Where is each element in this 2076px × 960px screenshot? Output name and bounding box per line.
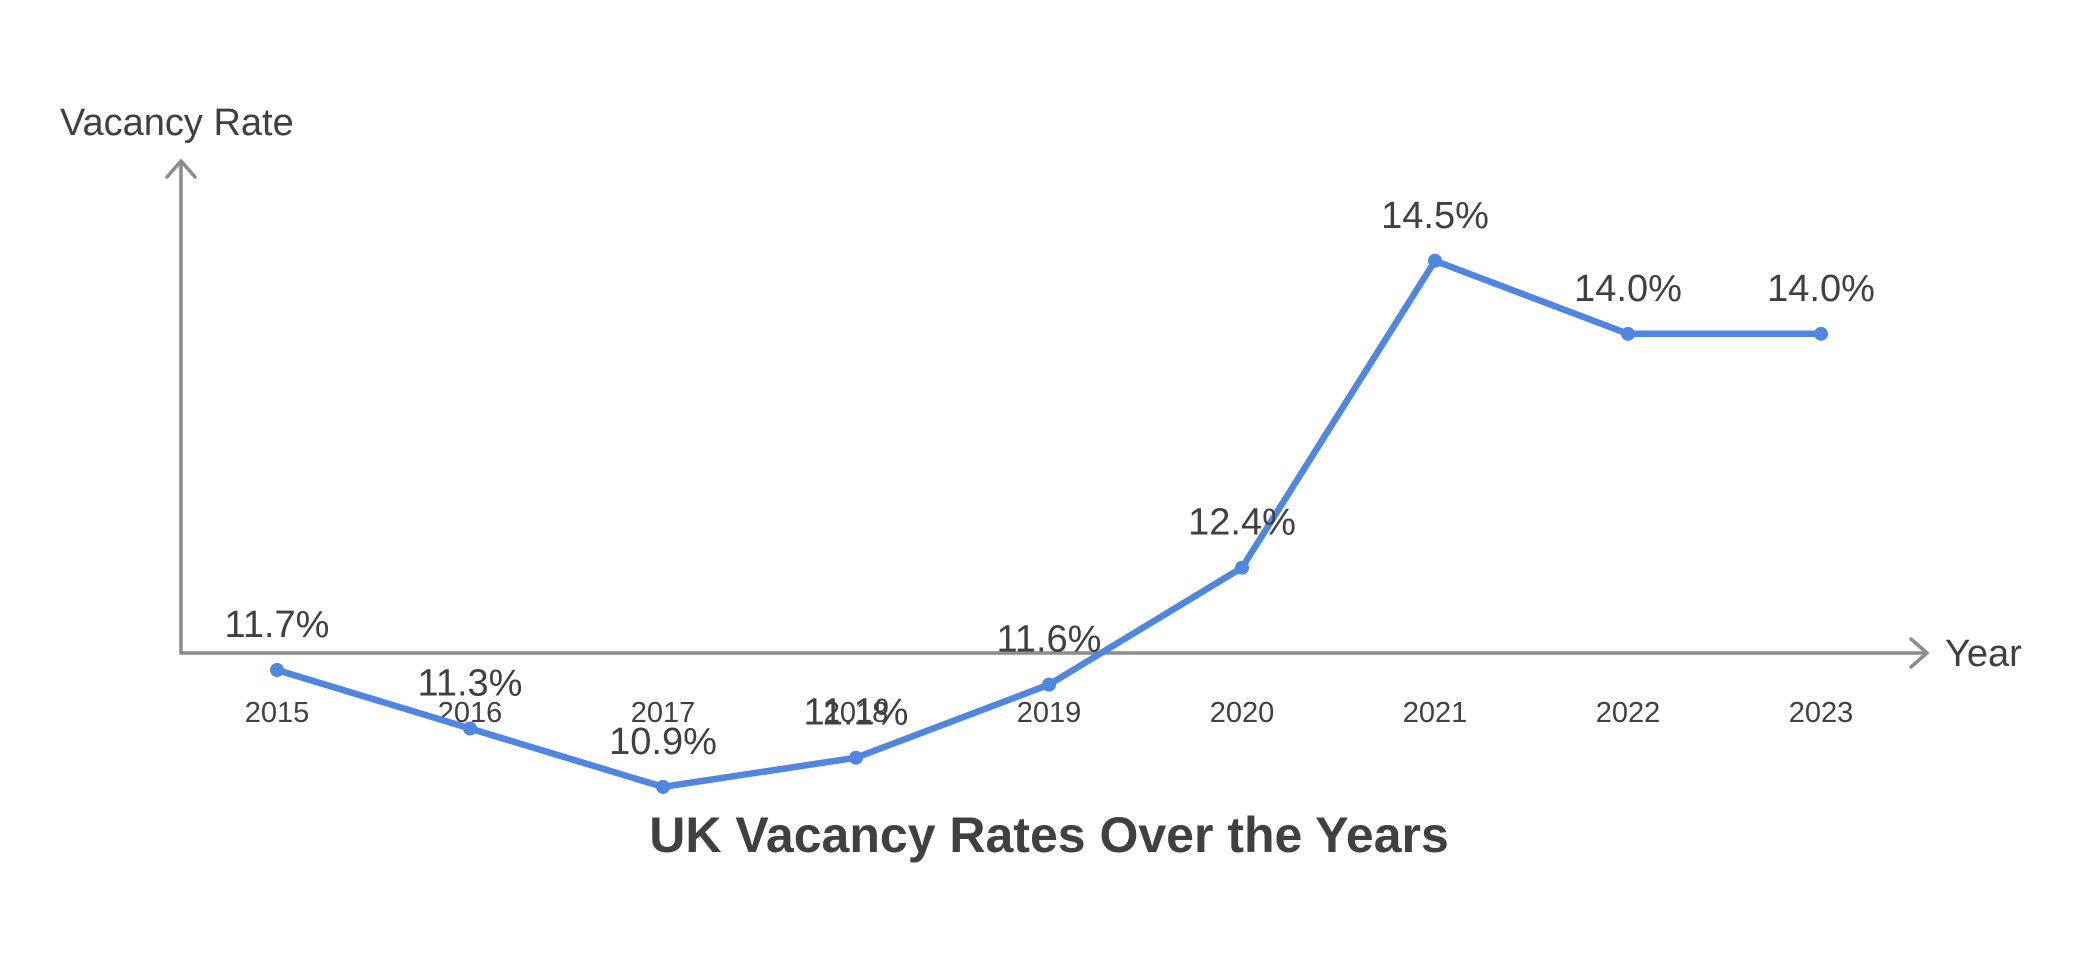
data-point-2015 — [270, 663, 284, 677]
x-tick-label-2019: 2019 — [1017, 697, 1082, 729]
data-label-2016: 11.3% — [418, 662, 523, 704]
data-label-2015: 11.7% — [225, 604, 330, 646]
axes — [165, 159, 1929, 669]
x-tick-label-2021: 2021 — [1403, 697, 1468, 729]
data-point-2021 — [1428, 253, 1442, 268]
data-labels: 11.7% 11.3% 10.9% 11.1% 11.6% 12.4% 14.5% 14.0%… — [225, 195, 1875, 763]
x-tick-label-2023: 2023 — [1789, 697, 1854, 729]
data-point-2019 — [1042, 677, 1056, 692]
x-tick-label-2022: 2022 — [1596, 697, 1661, 729]
x-tick-label-2020: 2020 — [1210, 697, 1275, 729]
data-point-2018 — [849, 750, 863, 765]
x-tick-label-2018: 2018 — [824, 697, 889, 729]
data-label-2022: 14.0% — [1574, 268, 1682, 310]
series-group — [270, 253, 1828, 794]
y-axis-arrow — [165, 159, 197, 179]
data-point-2023 — [1814, 326, 1828, 341]
data-label-2017: 10.9% — [609, 721, 717, 763]
x-axis-title: Year — [1945, 633, 2022, 675]
x-tick-label-2015: 2015 — [245, 697, 310, 729]
y-axis-title: Vacancy Rate — [60, 102, 294, 144]
data-label-2021: 14.5% — [1381, 195, 1489, 237]
x-tick-labels: 2015 2016 2017 2018 2019 2020 2021 2022 2023 — [245, 697, 1854, 729]
data-label-2019: 11.6% — [997, 619, 1102, 661]
data-point-2016 — [463, 721, 477, 736]
data-label-2023: 14.0% — [1767, 268, 1875, 310]
data-point-2017 — [656, 779, 670, 794]
data-label-2020: 12.4% — [1188, 502, 1296, 544]
chart-title: UK Vacancy Rates Over the Years — [649, 807, 1449, 863]
data-point-2022 — [1621, 326, 1635, 341]
data-point-2020 — [1235, 560, 1249, 575]
x-axis-arrow — [1909, 637, 1929, 669]
data-label-2018: 11.1% — [804, 692, 909, 734]
x-tick-label-2017: 2017 — [631, 697, 696, 729]
